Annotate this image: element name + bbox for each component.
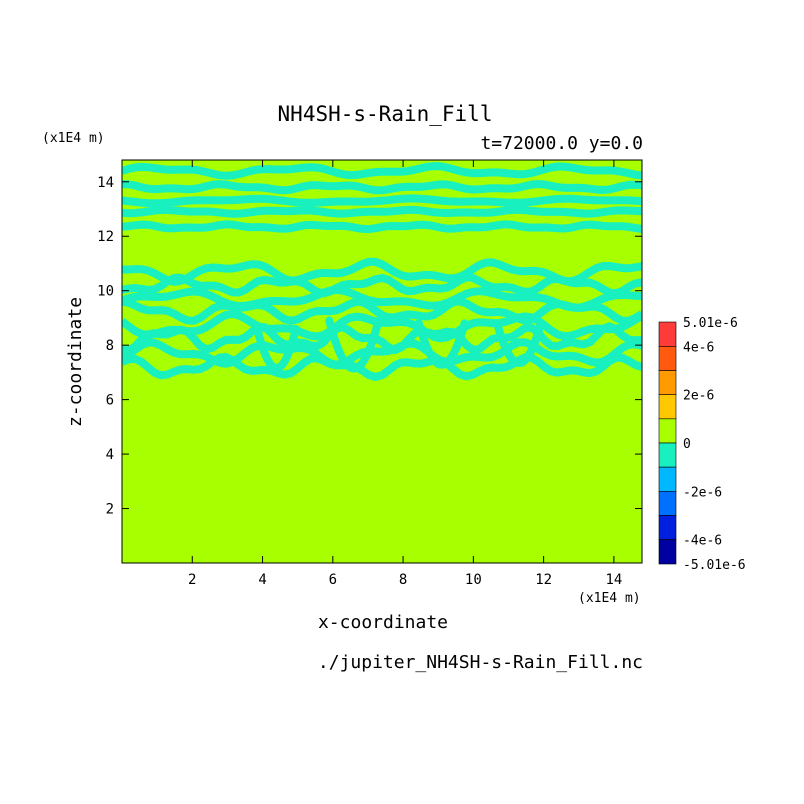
x-unit-label: (x1E4 m) [578, 591, 641, 606]
contour-band [122, 162, 642, 180]
colorbar-label: -5.01e-6 [683, 558, 746, 573]
x-tick-label: 12 [535, 572, 552, 588]
chart-subtitle: t=72000.0 y=0.0 [480, 133, 643, 154]
contour-arch [414, 319, 469, 369]
colorbar-label: 4e-6 [683, 340, 714, 355]
plot-frame [121, 159, 643, 564]
x-tick-label: 6 [329, 572, 337, 588]
plot-background [122, 160, 642, 563]
y-tick-label: 2 [106, 502, 114, 518]
x-tick-label: 4 [258, 572, 266, 588]
y-tick-label: 12 [97, 229, 114, 245]
colorbar-label: -2e-6 [683, 485, 722, 500]
y-tick-label: 10 [97, 284, 114, 300]
x-tick-label: 10 [465, 572, 482, 588]
colorbar-band [658, 321, 677, 347]
y-tick-label: 6 [106, 393, 114, 409]
contour-band [122, 353, 642, 381]
colorbar-band [658, 466, 677, 492]
colorbar-band [658, 515, 677, 540]
chart-title: NH4SH-s-Rain_Fill [278, 102, 493, 126]
contour-band [122, 338, 642, 369]
contour-band [122, 180, 642, 195]
contour-band [122, 322, 642, 355]
colorbar-band [658, 442, 677, 468]
contour-field [122, 162, 642, 381]
contour-band [122, 273, 642, 298]
plot-area [121, 159, 643, 564]
y-tick-label: 8 [106, 338, 114, 354]
y-tick-label: 14 [97, 175, 114, 191]
contour-arch [325, 316, 383, 373]
contour-band [122, 220, 642, 234]
colorbar-band [658, 370, 677, 395]
y-axis-label: z-coordinate [65, 297, 86, 427]
y-axis-ticks: 2 4 6 8 10 12 14 [97, 175, 642, 518]
contour-band [122, 297, 642, 325]
colorbar-band [658, 394, 677, 420]
contour-band [122, 205, 642, 218]
colorbar-band [658, 418, 677, 444]
x-tick-label: 14 [605, 572, 622, 588]
x-axis-ticks: 2 4 6 8 10 12 14 [188, 160, 622, 588]
x-tick-label: 8 [399, 572, 407, 588]
colorbar-band [658, 539, 677, 565]
colorbar: 5.01e-6 4e-6 2e-6 0 -2e-6 -4e-6 -5.01e-6 [658, 316, 746, 573]
contour-band [122, 194, 642, 208]
contour-arch [493, 322, 545, 367]
colorbar-label: -4e-6 [683, 534, 722, 549]
colorbar-label: 2e-6 [683, 389, 714, 404]
footer-filename: ./jupiter_NH4SH-s-Rain_Fill.nc [318, 652, 643, 673]
y-tick-label: 4 [106, 447, 114, 463]
colorbar-band [658, 346, 677, 371]
x-tick-label: 2 [188, 572, 196, 588]
y-unit-label: (x1E4 m) [42, 131, 105, 146]
colorbar-label: 5.01e-6 [683, 316, 738, 331]
x-axis-label: x-coordinate [318, 612, 448, 633]
colorbar-band [658, 491, 677, 516]
colorbar-label: 0 [683, 437, 691, 452]
contour-arch [253, 324, 300, 372]
